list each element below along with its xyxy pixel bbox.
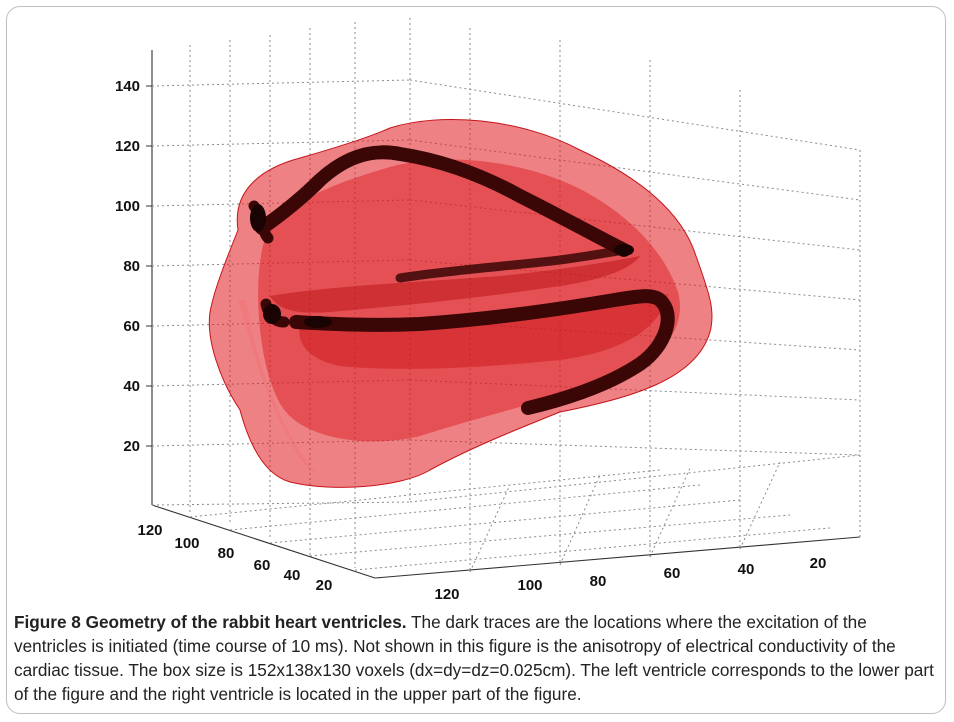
figure-caption: Figure 8 Geometry of the rabbit heart ve… bbox=[14, 610, 940, 706]
z-tick-label: 60 bbox=[123, 318, 140, 335]
z-axis-labels: 140 120 100 80 60 40 20 bbox=[115, 78, 140, 455]
y-tick-label: 40 bbox=[284, 567, 301, 584]
excitation-traces bbox=[248, 145, 675, 415]
y-axis-line bbox=[151, 504, 376, 579]
y-tick-label: 100 bbox=[174, 535, 199, 552]
x-tick-label: 20 bbox=[810, 555, 827, 572]
left-membrane bbox=[238, 300, 320, 476]
upper-trace bbox=[255, 145, 631, 257]
x-tick-label: 100 bbox=[517, 577, 542, 594]
caption-text: The dark traces are the locations where … bbox=[14, 612, 934, 704]
y-tick-label: 80 bbox=[218, 545, 235, 562]
y-tick-label: 60 bbox=[254, 557, 271, 574]
x-tick-label: 60 bbox=[664, 565, 681, 582]
x-axis-labels: 120 100 80 60 40 20 bbox=[434, 555, 826, 603]
x-tick-label: 80 bbox=[590, 573, 607, 590]
y-tick-label: 20 bbox=[316, 577, 333, 594]
z-tick-label: 140 bbox=[115, 78, 140, 95]
z-tick-label: 20 bbox=[123, 438, 140, 455]
septum-band bbox=[270, 256, 640, 313]
middle-trace bbox=[395, 245, 629, 283]
x-axis-line bbox=[374, 536, 861, 579]
z-axis-ticks bbox=[146, 85, 152, 447]
z-tick-label: 80 bbox=[123, 258, 140, 275]
caption-title: Figure 8 Geometry of the rabbit heart ve… bbox=[14, 612, 407, 632]
z-tick-label: 120 bbox=[115, 138, 140, 155]
z-tick-label: 100 bbox=[115, 198, 140, 215]
axis-box bbox=[151, 50, 861, 579]
z-tick-label: 40 bbox=[123, 378, 140, 395]
heart-3d-plot: 140 120 100 80 60 40 20 120 100 80 60 40… bbox=[115, 18, 861, 603]
lower-trace bbox=[289, 289, 675, 415]
y-axis-labels: 120 100 80 60 40 20 bbox=[137, 522, 332, 594]
y-tick-label: 120 bbox=[137, 522, 162, 539]
x-tick-label: 120 bbox=[434, 586, 459, 603]
x-tick-label: 40 bbox=[738, 561, 755, 578]
trace-blobs bbox=[250, 204, 634, 328]
